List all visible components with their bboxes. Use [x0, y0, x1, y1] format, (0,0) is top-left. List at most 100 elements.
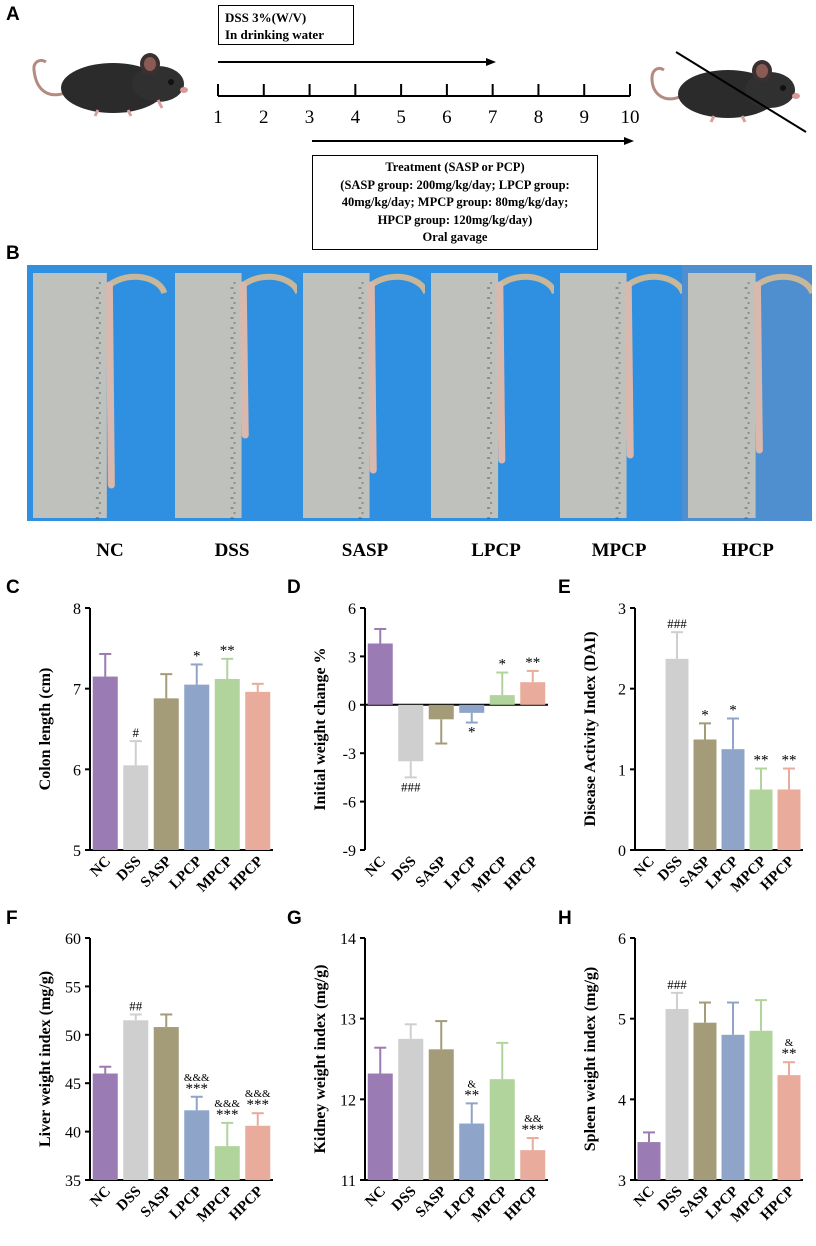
ruler: [33, 273, 107, 518]
timeline-day-4: 4: [351, 107, 361, 128]
y-axis-label: Disease Activity Index (DAI): [582, 631, 599, 826]
significance-hpcp: **: [525, 655, 540, 671]
significance-mpcp: **: [220, 643, 235, 659]
colon-photo-hpcp: [682, 265, 816, 521]
bar-mpcp: [749, 1030, 773, 1180]
bar-sasp: [153, 1027, 179, 1180]
bar-nc: [92, 1073, 118, 1180]
photo-label-dss: DSS: [214, 540, 250, 561]
y-tick-label: 0: [348, 698, 356, 715]
y-tick-label: 5: [73, 843, 81, 860]
y-tick-label: 6: [618, 931, 626, 948]
chart-liver-weight-index: 35 40 45 50 55 60 Liver weight index (mg/g) NC #…: [37, 931, 273, 1225]
timeline-day-1: 1: [213, 107, 223, 128]
mouse-right-crossed-illustration: [650, 51, 807, 133]
bar-mpcp: [489, 1079, 515, 1180]
timeline-day-9: 9: [579, 107, 589, 128]
bar-lpcp: [721, 749, 745, 850]
timeline-day-2: 2: [259, 107, 269, 128]
x-tick-label-nc: NC: [631, 854, 658, 881]
significance2-mpcp: &&&: [214, 1098, 240, 1110]
bar-nc: [367, 643, 393, 705]
bar-dss: [123, 765, 149, 850]
dss-line-2: In drinking water: [225, 27, 324, 42]
y-axis-label: Initial weight change %: [312, 647, 329, 810]
bar-hpcp: [520, 682, 546, 705]
significance-lpcp: *: [468, 725, 476, 741]
timeline-day-3: 3: [305, 107, 315, 128]
y-axis-label: Liver weight index (mg/g): [37, 971, 54, 1147]
ruler: [303, 273, 370, 518]
significance-hpcp: **: [782, 1046, 797, 1062]
panel-label-h: H: [558, 908, 572, 929]
significance-dss: ###: [667, 977, 687, 992]
significance-mpcp: **: [754, 753, 769, 769]
timeline-day-5: 5: [396, 107, 406, 128]
panel-label-d: D: [287, 577, 301, 598]
colon-photo-sasp: [297, 265, 430, 521]
bar-sasp: [693, 739, 717, 850]
y-tick-label: 2: [618, 682, 626, 699]
bar-nc: [637, 1142, 661, 1180]
x-tick-label-nc: NC: [362, 854, 389, 881]
y-tick-label: 3: [348, 649, 356, 666]
bar-hpcp: [777, 789, 801, 850]
significance2-hpcp: &: [785, 1037, 794, 1049]
x-tick-label-hpcp: HPCP: [226, 854, 266, 894]
significance2-lpcp: &: [467, 1078, 476, 1090]
significance-hpcp: ***: [247, 1097, 270, 1113]
significance-mpcp: ***: [216, 1107, 239, 1123]
significance-dss: ###: [401, 779, 421, 794]
y-tick-label: 11: [341, 1173, 356, 1190]
colon-photo-nc: [27, 265, 169, 521]
panel-label-c: C: [6, 577, 20, 598]
bar-lpcp: [721, 1034, 745, 1180]
photo-label-hpcp: HPCP: [722, 540, 774, 561]
significance-lpcp: *: [729, 703, 737, 719]
y-tick-label: 60: [65, 931, 81, 948]
y-tick-label: 40: [65, 1125, 81, 1142]
dss-info-box: DSS 3%(W/V) In drinking water: [218, 5, 354, 45]
panel-label-b: B: [6, 243, 20, 264]
bar-mpcp: [214, 678, 240, 850]
colon-tissue: [753, 281, 763, 454]
ruler: [175, 273, 242, 518]
ruler: [431, 273, 499, 518]
significance-lpcp: ***: [186, 1081, 209, 1097]
colon-tissue: [624, 281, 634, 459]
timeline-day-6: 6: [442, 107, 452, 128]
colon-tissue: [105, 281, 115, 489]
bar-mpcp: [749, 789, 773, 850]
y-tick-label: -9: [343, 843, 356, 860]
y-axis-label: Colon length (cm): [37, 668, 54, 791]
colon-cecum: [107, 273, 168, 295]
treatment-line-4: HPCP group: 120mg/kg/day): [377, 212, 533, 227]
y-axis-label: Kidney weight index (mg/g): [312, 965, 329, 1154]
timeline-day-10: 10: [621, 107, 640, 128]
x-tick-label-hpcp: HPCP: [501, 854, 541, 894]
significance-hpcp: ***: [522, 1122, 545, 1138]
x-tick-label-nc: NC: [631, 1184, 658, 1211]
y-tick-label: 45: [65, 1076, 81, 1093]
treatment-line-3: 40mg/kg/day; MPCP group: 80mg/kg/day;: [341, 195, 569, 209]
colon-photo-mpcp: [554, 265, 687, 521]
significance2-lpcp: &&&: [184, 1072, 210, 1084]
bar-dss: [398, 704, 424, 762]
y-tick-label: 50: [65, 1028, 81, 1045]
bar-dss: [665, 1008, 689, 1180]
treatment-line-2: (SASP group: 200mg/kg/day; LPCP group:: [340, 177, 570, 192]
photo-label-nc: NC: [96, 540, 124, 561]
significance-hpcp: **: [782, 753, 797, 769]
timeline: 1 2 3 4 5 6 7 8 9 10: [213, 58, 640, 145]
photo-label-mpcp: MPCP: [591, 540, 647, 561]
bar-hpcp: [777, 1075, 801, 1180]
y-tick-label: 35: [65, 1173, 81, 1190]
dss-line-1: DSS 3%(W/V): [225, 10, 307, 25]
photo-label-sasp: SASP: [341, 540, 389, 561]
bar-hpcp: [520, 1150, 546, 1180]
panel-label-e: E: [558, 577, 571, 598]
y-tick-label: 6: [73, 762, 81, 779]
y-tick-label: 3: [618, 601, 626, 618]
colon-photo-dss: [169, 265, 302, 521]
